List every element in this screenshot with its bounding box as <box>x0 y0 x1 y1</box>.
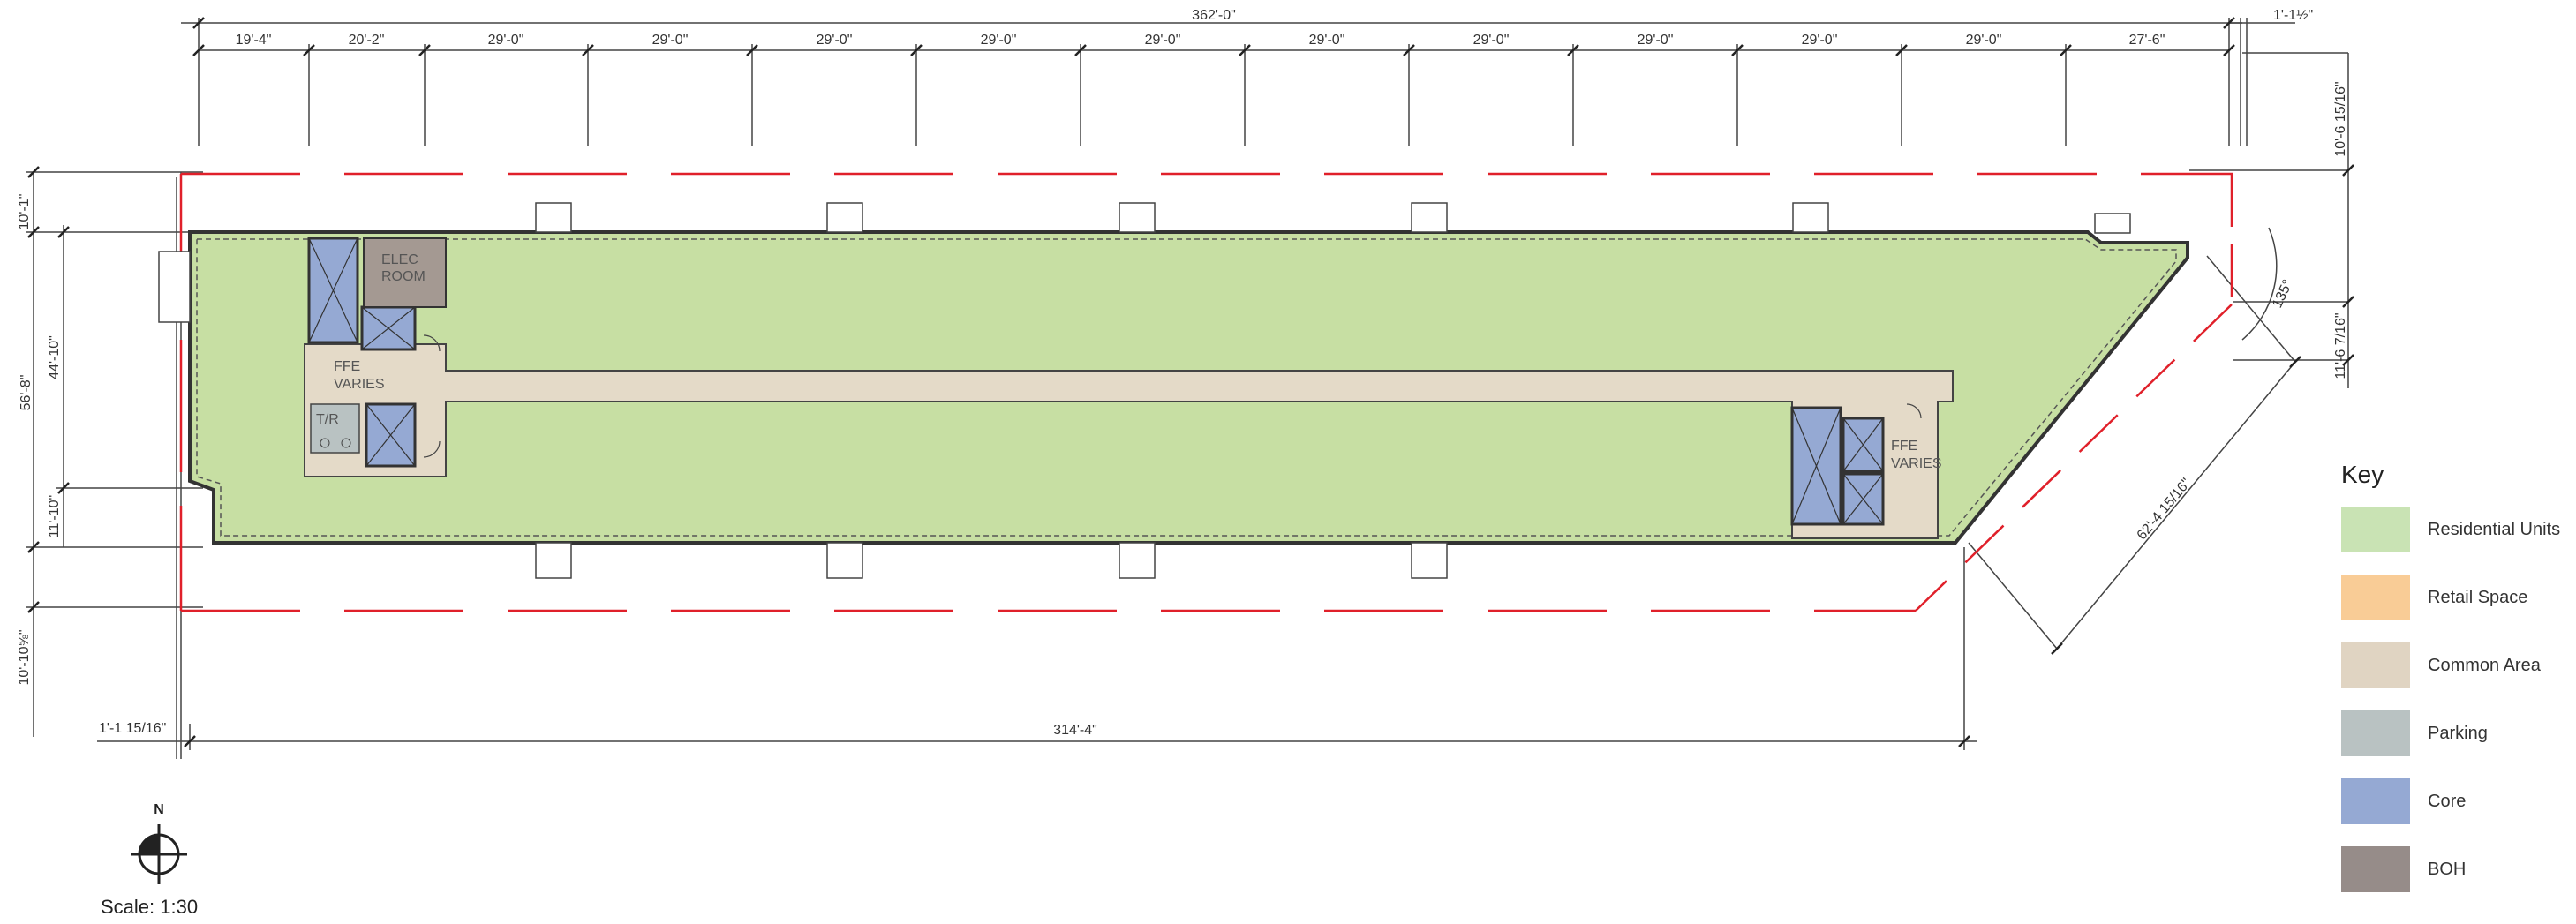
dim-left-middle: 44'-10" <box>47 335 62 379</box>
room-ffe-east-line2: VARIES <box>1891 456 1942 471</box>
legend-swatch <box>2341 575 2410 620</box>
dim-bay-9: 29'-0" <box>1473 33 1510 48</box>
legend-item-core: Core <box>2341 778 2562 824</box>
dim-bay-5: 29'-0" <box>817 33 853 48</box>
balconies <box>158 202 2131 579</box>
north-arrow-icon: N <box>131 802 187 884</box>
dim-bay-13: 27'-6" <box>2129 33 2165 48</box>
dim-bottom-overall: 314'-4" <box>1053 723 1097 738</box>
room-elec-line2: ROOM <box>381 269 426 284</box>
dim-bay-7: 29'-0" <box>1145 33 1181 48</box>
room-ffe-west-line1: FFE <box>334 359 360 374</box>
dim-left-lower: 11'-10" <box>47 495 62 537</box>
top-dimension-ticks <box>192 17 2235 56</box>
right-dimension-lines <box>1968 52 2349 650</box>
legend-item-retail: Retail Space <box>2341 575 2562 620</box>
left-dimension-ticks <box>27 166 70 613</box>
legend-label: Retail Space <box>2428 587 2528 607</box>
legend-swatch <box>2341 710 2410 756</box>
north-arrow: N <box>125 800 192 888</box>
dim-bay-3: 29'-0" <box>488 33 524 48</box>
legend-swatch <box>2341 507 2410 552</box>
dim-bay-8: 29'-0" <box>1309 33 1345 48</box>
legend-swatch <box>2341 846 2410 892</box>
dim-right-top: 10'-6 15/16" <box>2333 81 2348 156</box>
room-ffe-east-line1: FFE <box>1891 439 1917 454</box>
dim-bay-10: 29'-0" <box>1638 33 1674 48</box>
north-label: N <box>154 802 164 817</box>
legend-label: Parking <box>2428 723 2488 743</box>
west-core <box>307 237 447 468</box>
legend-label: Common Area <box>2428 655 2541 675</box>
top-dimension-chain <box>181 18 2295 146</box>
legend-item-parking: Parking <box>2341 710 2562 756</box>
dim-diagonal: 62'-4 15/16" <box>2135 476 2195 543</box>
dim-bay-6: 29'-0" <box>981 33 1017 48</box>
dim-bay-4: 29'-0" <box>652 33 689 48</box>
legend-label: Core <box>2428 791 2467 811</box>
scale-label: Scale: 1:30 <box>101 896 199 918</box>
dim-overall-top: 362'-0" <box>1192 8 1236 23</box>
legend-item-boh: BOH <box>2341 846 2562 892</box>
dim-angle: 135° <box>2270 278 2295 311</box>
east-core <box>1790 403 1922 526</box>
dim-bottom-offset: 1'-1 15/16" <box>99 721 166 736</box>
property-line <box>179 172 2233 612</box>
room-tr: T/R <box>316 412 339 427</box>
dim-top-right-offset: 1'-1½" <box>2273 8 2313 23</box>
legend-label: BOH <box>2428 859 2467 879</box>
dim-bay-12: 29'-0" <box>1966 33 2002 48</box>
room-elec-line1: ELEC <box>381 252 418 267</box>
dim-bay-2: 20'-2" <box>349 33 385 48</box>
dim-left-top: 10'-1" <box>17 194 32 230</box>
legend-swatch <box>2341 778 2410 824</box>
legend-title: Key <box>2341 461 2384 488</box>
room-ffe-west-line2: VARIES <box>334 377 385 392</box>
legend-label: Residential Units <box>2428 519 2561 539</box>
dim-bay-1: 19'-4" <box>236 33 272 48</box>
bottom-dimension-line <box>97 547 1977 750</box>
dim-right-middle: 11'-6 7/16" <box>2333 312 2348 379</box>
legend-item-common: Common Area <box>2341 642 2562 688</box>
dim-left-overall: 56'-8" <box>19 375 34 411</box>
legend-item-residential: Residential Units <box>2341 507 2562 552</box>
dim-bay-11: 29'-0" <box>1802 33 1838 48</box>
legend-swatch <box>2341 642 2410 688</box>
dim-left-bottom: 10'-10⅝" <box>17 630 32 686</box>
corridor <box>304 343 1954 539</box>
legend: Key Residential Units Retail Space Commo… <box>2341 461 2562 914</box>
